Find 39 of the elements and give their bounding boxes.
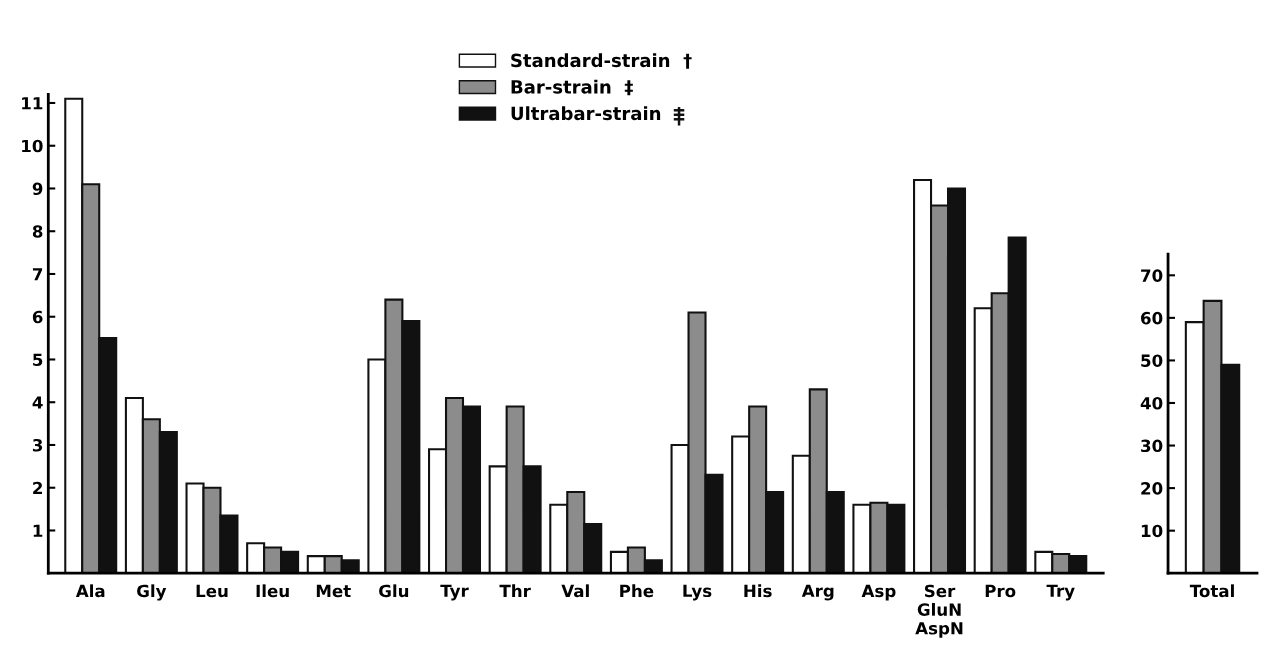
x-tick-label: Tyr — [440, 584, 469, 601]
y-tick-label: 3 — [32, 438, 43, 452]
y-tick-label: 7 — [32, 268, 43, 281]
x-tick-label: Arg — [801, 584, 834, 601]
y-tick-label: 70 — [1141, 269, 1163, 282]
x-tick-label: Ileu — [256, 584, 289, 598]
x-tick-label: Pro — [985, 584, 1016, 598]
y-tick-label: 4 — [32, 396, 43, 409]
x-tick-label: Asp — [861, 584, 896, 601]
x-tick-label: Val — [561, 584, 589, 598]
y-tick-label: 60 — [1141, 311, 1163, 325]
y-tick-label: 9 — [32, 182, 43, 196]
y-tick-label: 8 — [32, 225, 43, 238]
legend-label: Standard-strain † — [511, 53, 692, 69]
x-tick-label: Glu — [379, 584, 409, 598]
y-tick-label: 5 — [33, 353, 43, 367]
x-tick-label: Thr — [499, 584, 531, 598]
y-tick-label: 10 — [1141, 524, 1163, 538]
x-tick-label: His — [744, 584, 772, 598]
y-tick-label: 6 — [32, 310, 43, 324]
legend-label: Ultrabar-strain — [511, 106, 661, 121]
y-tick-label: 30 — [1141, 439, 1163, 453]
x-tick-label: Try — [1046, 584, 1075, 601]
y-tick-label: 20 — [1141, 482, 1163, 495]
legend-label: Bar-strain ‡ — [511, 79, 633, 96]
x-tick-label: Lys — [683, 584, 712, 601]
x-tick-label: Ser GluN AspN — [915, 584, 963, 638]
x-tick-label: Gly — [137, 584, 167, 601]
y-tick-label: 40 — [1140, 396, 1163, 410]
x-tick-label: Leu — [196, 584, 228, 598]
y-tick-label: 10 — [22, 139, 43, 153]
x-tick-label: Total — [1189, 584, 1234, 598]
x-tick-label: Met — [316, 584, 351, 598]
x-tick-label: Ala — [75, 584, 105, 598]
y-tick-label: 11 — [22, 97, 43, 110]
x-tick-label: Phe — [620, 584, 654, 598]
y-tick-label: 50 — [1141, 354, 1163, 367]
y-tick-label: 2 — [33, 481, 42, 495]
y-tick-label: 1 — [33, 524, 43, 537]
